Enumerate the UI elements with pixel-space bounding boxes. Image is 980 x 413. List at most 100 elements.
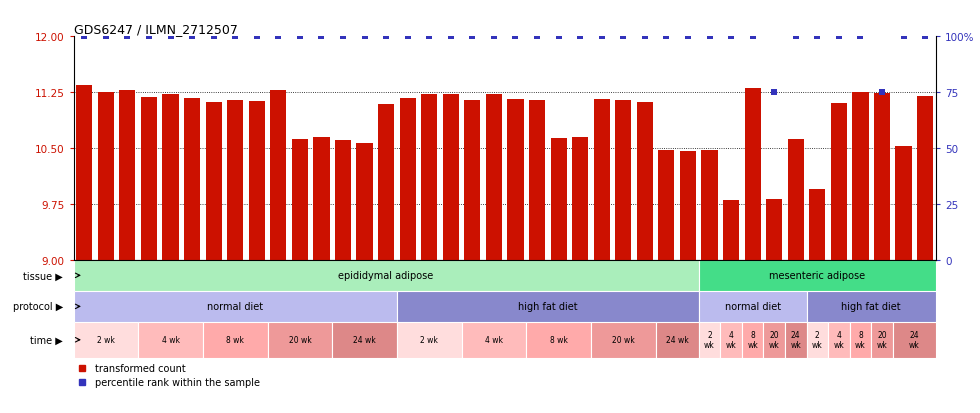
Bar (831, 103, 847, 260)
Point (874, 90, 890, 96)
Text: percentile rank within the sample: percentile rank within the sample (95, 377, 260, 387)
Bar (871, 322, 893, 358)
Text: 8
wk: 8 wk (856, 330, 865, 350)
Bar (465, 100, 480, 260)
Bar (788, 140, 804, 260)
Bar (680, 152, 696, 260)
Point (465, 34, 480, 40)
Point (120, 34, 135, 40)
Bar (853, 93, 868, 260)
Bar (659, 150, 674, 260)
Bar (896, 147, 911, 260)
Bar (314, 138, 329, 260)
Bar (594, 100, 610, 260)
Text: 2 wk: 2 wk (97, 335, 115, 344)
Bar (850, 322, 871, 358)
Point (831, 34, 847, 40)
Bar (141, 98, 157, 260)
Point (270, 34, 286, 40)
Text: mesenteric adipose: mesenteric adipose (769, 271, 865, 281)
Bar (720, 322, 742, 358)
Bar (572, 138, 588, 260)
Bar (443, 95, 459, 260)
Bar (397, 291, 699, 322)
Bar (74, 322, 138, 358)
Text: time ▶: time ▶ (30, 335, 63, 345)
Text: 24 wk: 24 wk (353, 335, 376, 344)
Text: 24 wk: 24 wk (665, 335, 689, 344)
Bar (206, 102, 221, 260)
Point (98, 34, 114, 40)
Bar (529, 101, 545, 260)
Bar (807, 291, 936, 322)
Text: 24
wk: 24 wk (791, 330, 801, 350)
Point (206, 34, 221, 40)
Point (508, 34, 523, 40)
Bar (120, 91, 135, 260)
Bar (378, 105, 394, 260)
Point (529, 34, 545, 40)
Text: protocol ▶: protocol ▶ (13, 301, 63, 312)
Point (680, 34, 696, 40)
Point (615, 34, 631, 40)
Bar (591, 322, 656, 358)
Point (357, 34, 372, 40)
Point (227, 34, 243, 40)
Text: normal diet: normal diet (724, 301, 781, 312)
Bar (766, 199, 782, 260)
Text: 20 wk: 20 wk (612, 335, 635, 344)
Bar (637, 102, 653, 260)
Bar (893, 322, 936, 358)
Point (637, 34, 653, 40)
Bar (332, 322, 397, 358)
Text: 4 wk: 4 wk (162, 335, 179, 344)
Bar (526, 322, 591, 358)
Bar (462, 322, 526, 358)
Text: 2 wk: 2 wk (420, 335, 438, 344)
Point (335, 34, 351, 40)
Point (314, 34, 329, 40)
Point (163, 34, 178, 40)
Bar (656, 322, 699, 358)
Point (572, 34, 588, 40)
Text: 4
wk: 4 wk (834, 330, 844, 350)
Point (809, 34, 825, 40)
Text: 4 wk: 4 wk (485, 335, 503, 344)
Text: normal diet: normal diet (207, 301, 264, 312)
Bar (76, 85, 92, 260)
Bar (227, 101, 243, 260)
Text: 4
wk: 4 wk (726, 330, 736, 350)
Bar (699, 260, 936, 291)
Bar (723, 201, 739, 260)
Point (141, 34, 157, 40)
Point (551, 34, 566, 40)
Point (853, 34, 868, 40)
Text: 20
wk: 20 wk (877, 330, 887, 350)
Bar (742, 322, 763, 358)
Text: high fat diet: high fat diet (518, 301, 577, 312)
Point (486, 34, 502, 40)
Bar (74, 291, 397, 322)
Point (659, 34, 674, 40)
Text: 20 wk: 20 wk (288, 335, 312, 344)
Bar (163, 95, 178, 260)
Text: 8 wk: 8 wk (226, 335, 244, 344)
Bar (785, 322, 807, 358)
Point (702, 34, 717, 40)
Text: 2
wk: 2 wk (812, 330, 822, 350)
Bar (702, 150, 717, 260)
Text: GDS6247 / ILMN_2712507: GDS6247 / ILMN_2712507 (74, 23, 237, 36)
Point (594, 34, 610, 40)
Bar (917, 97, 933, 260)
Bar (421, 95, 437, 260)
Point (443, 34, 459, 40)
Bar (292, 140, 308, 260)
Bar (203, 322, 268, 358)
Text: high fat diet: high fat diet (842, 301, 901, 312)
Bar (486, 95, 502, 260)
Text: epididymal adipose: epididymal adipose (338, 271, 434, 281)
Bar (828, 322, 850, 358)
Text: 2
wk: 2 wk (705, 330, 714, 350)
Bar (357, 143, 372, 260)
Point (788, 34, 804, 40)
